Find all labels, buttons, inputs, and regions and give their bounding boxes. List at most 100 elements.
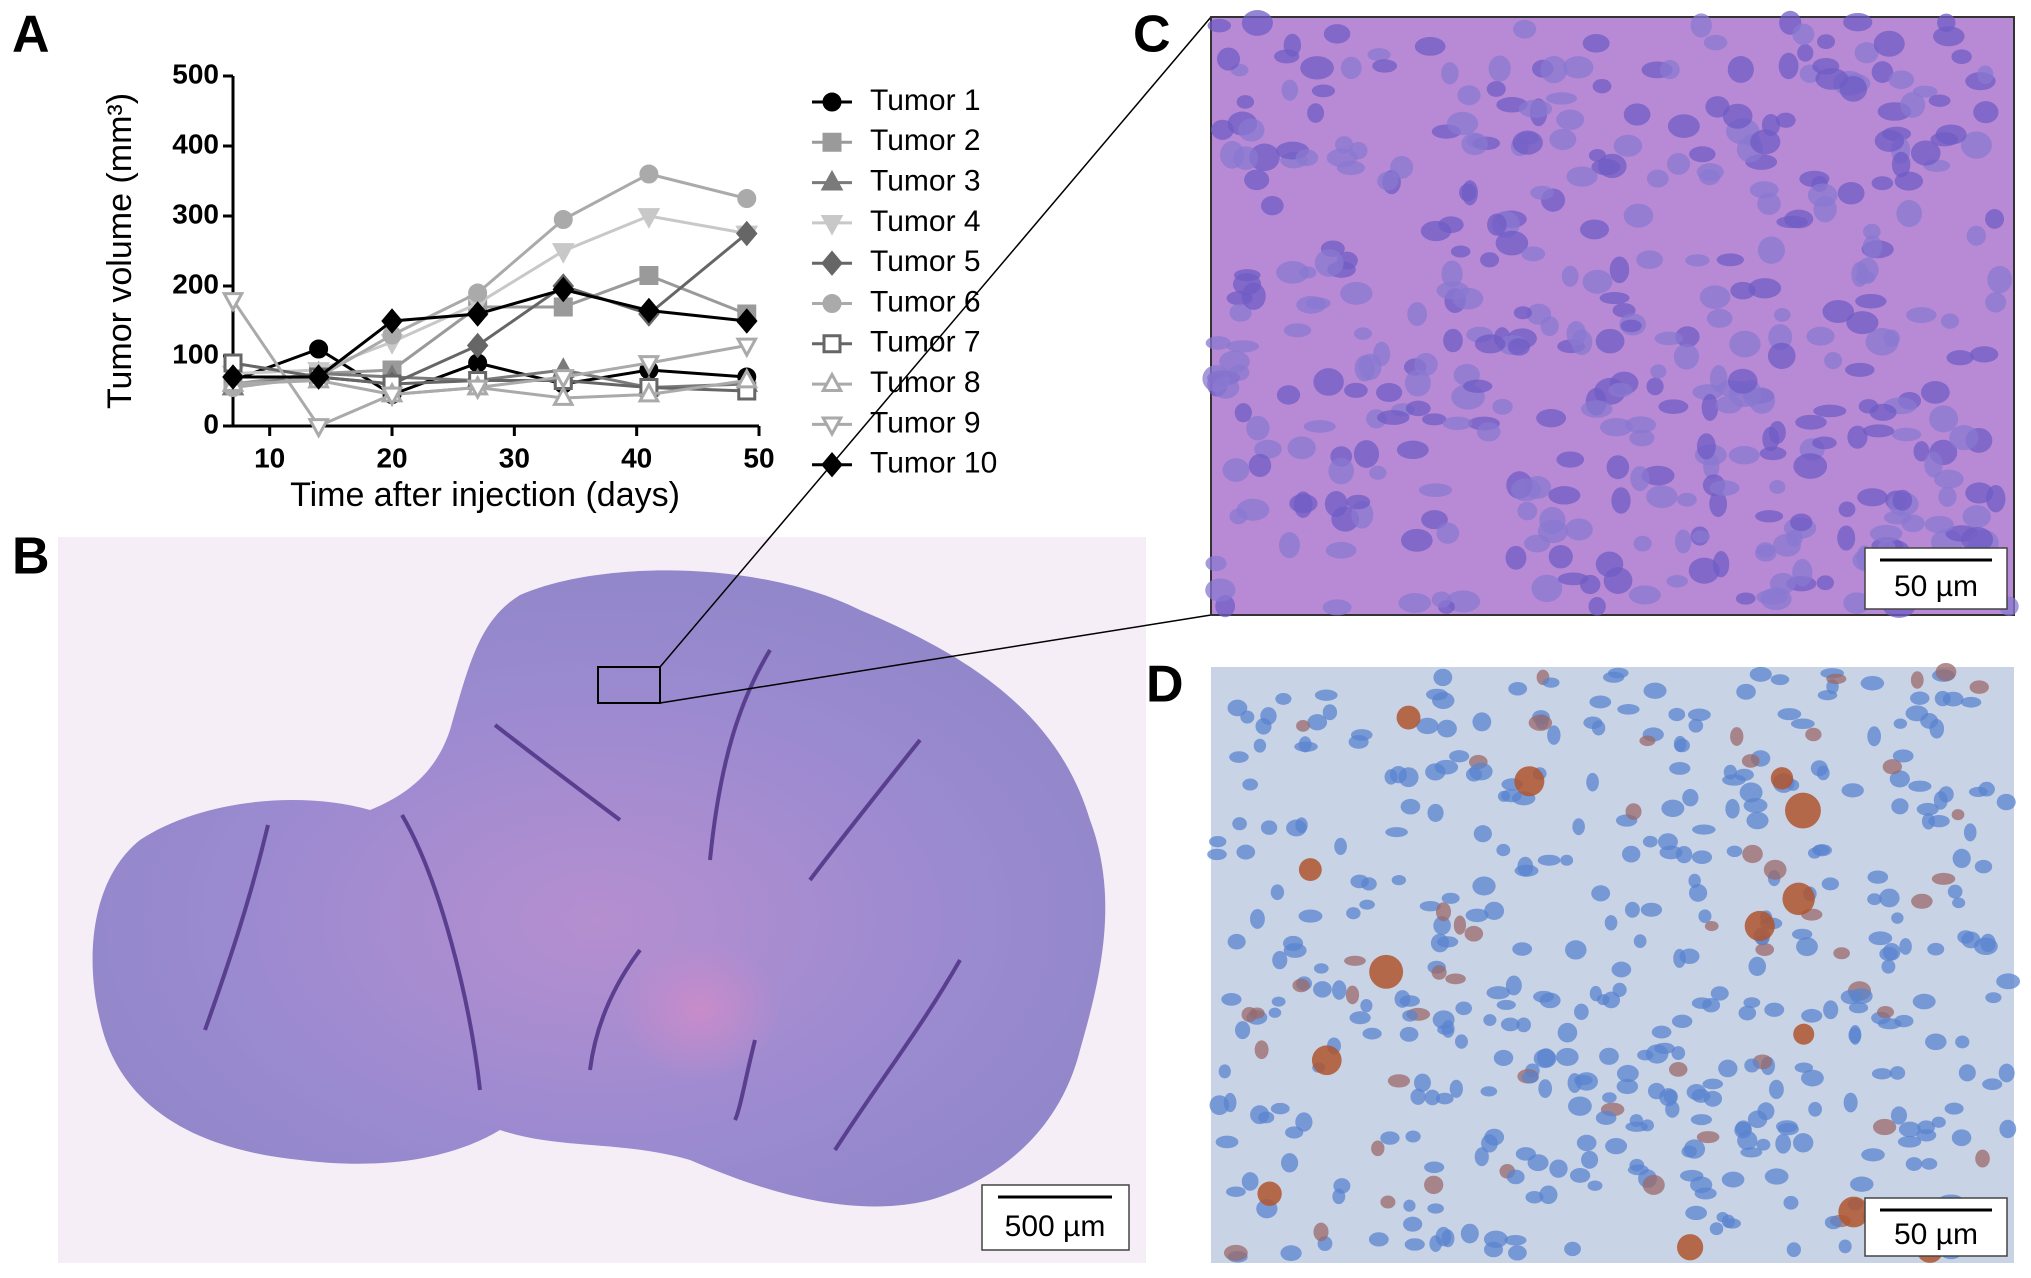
cell xyxy=(1879,888,1900,908)
cell xyxy=(1840,989,1862,1005)
cell xyxy=(1394,990,1411,1008)
cell xyxy=(1860,675,1885,691)
cell xyxy=(1668,1062,1688,1077)
cell xyxy=(1292,978,1310,993)
cell xyxy=(1602,1092,1617,1103)
cell xyxy=(1727,368,1758,394)
cell xyxy=(1396,440,1429,460)
cell xyxy=(1899,938,1912,955)
cell xyxy=(1974,859,1993,874)
cell xyxy=(1709,1222,1724,1236)
marker xyxy=(552,276,575,303)
cell xyxy=(1688,557,1720,584)
cell xyxy=(1928,94,1951,107)
cell xyxy=(1996,793,2016,811)
cell xyxy=(1738,1005,1757,1021)
cell xyxy=(1977,65,1994,85)
scale-bar-box xyxy=(1864,547,2008,610)
cell xyxy=(1658,399,1689,414)
cell xyxy=(1725,799,1740,819)
cell xyxy=(1564,1241,1581,1257)
cell xyxy=(1790,718,1815,730)
cell xyxy=(1596,994,1610,1006)
cell xyxy=(1813,404,1847,418)
cell xyxy=(1744,1058,1760,1073)
cell xyxy=(1677,492,1697,507)
cell xyxy=(1229,751,1249,763)
cell xyxy=(1244,169,1270,191)
cell xyxy=(1450,245,1471,258)
cell xyxy=(1673,343,1700,370)
cell xyxy=(1817,34,1836,50)
cell xyxy=(1940,313,1960,329)
cell xyxy=(1581,400,1613,418)
cell xyxy=(1380,1195,1396,1209)
cell xyxy=(1690,13,1712,38)
cell xyxy=(1390,155,1414,179)
cell xyxy=(1238,118,1265,142)
cell xyxy=(1685,254,1710,267)
cell xyxy=(1963,823,1977,842)
y-tick-label: 500 xyxy=(172,58,219,89)
marker xyxy=(381,308,403,334)
cell xyxy=(1223,1244,1248,1261)
line-chart: Time after injection (days) Tumor volume… xyxy=(101,58,997,514)
cell xyxy=(1696,433,1716,460)
cell xyxy=(1645,1044,1669,1064)
cell xyxy=(1591,885,1611,902)
cell xyxy=(1966,225,1986,246)
cell xyxy=(1513,19,1537,39)
y-tick-label: 100 xyxy=(172,338,219,369)
cell xyxy=(1821,877,1839,891)
cell xyxy=(1562,56,1594,79)
cell xyxy=(1566,320,1586,346)
cell xyxy=(1935,124,1967,145)
cell xyxy=(1582,34,1610,53)
marker xyxy=(735,367,759,389)
cell xyxy=(1248,453,1272,478)
marker xyxy=(820,416,844,438)
cell xyxy=(1431,965,1447,980)
marker xyxy=(639,164,659,184)
cell xyxy=(1905,1157,1923,1171)
legend-label: Tumor 5 xyxy=(870,245,981,278)
cell xyxy=(1927,942,1945,956)
cell xyxy=(1405,1130,1421,1143)
cell xyxy=(1867,726,1882,747)
cell xyxy=(1897,1135,1922,1148)
cell xyxy=(1633,934,1647,949)
cell xyxy=(1850,1176,1874,1192)
cell xyxy=(1592,78,1612,94)
cell xyxy=(1547,725,1561,745)
cell xyxy=(1702,1078,1724,1090)
cell xyxy=(1299,266,1317,279)
cell xyxy=(1690,1114,1713,1126)
cell xyxy=(1359,899,1375,910)
cell xyxy=(1797,44,1814,62)
cell xyxy=(1280,1245,1302,1262)
cell xyxy=(1949,425,1979,451)
cell xyxy=(1349,141,1368,160)
cell xyxy=(1743,798,1768,813)
cell xyxy=(1746,811,1769,830)
cell xyxy=(1250,908,1265,929)
cell xyxy=(1233,146,1259,171)
cell xyxy=(1882,759,1902,775)
cell xyxy=(1557,572,1589,586)
cell xyxy=(1952,848,1971,869)
cell xyxy=(1755,943,1775,957)
cell xyxy=(1894,1014,1914,1028)
cell xyxy=(1561,265,1579,287)
cell xyxy=(1527,1154,1549,1172)
cell xyxy=(1372,59,1398,73)
cell xyxy=(1865,327,1899,356)
cell xyxy=(1790,513,1813,532)
marker xyxy=(466,379,489,401)
cell xyxy=(1778,52,1799,80)
cell xyxy=(1877,1005,1894,1019)
cell xyxy=(1536,408,1567,428)
cell xyxy=(1621,845,1641,863)
marker xyxy=(551,369,575,390)
cell xyxy=(1281,1153,1299,1173)
